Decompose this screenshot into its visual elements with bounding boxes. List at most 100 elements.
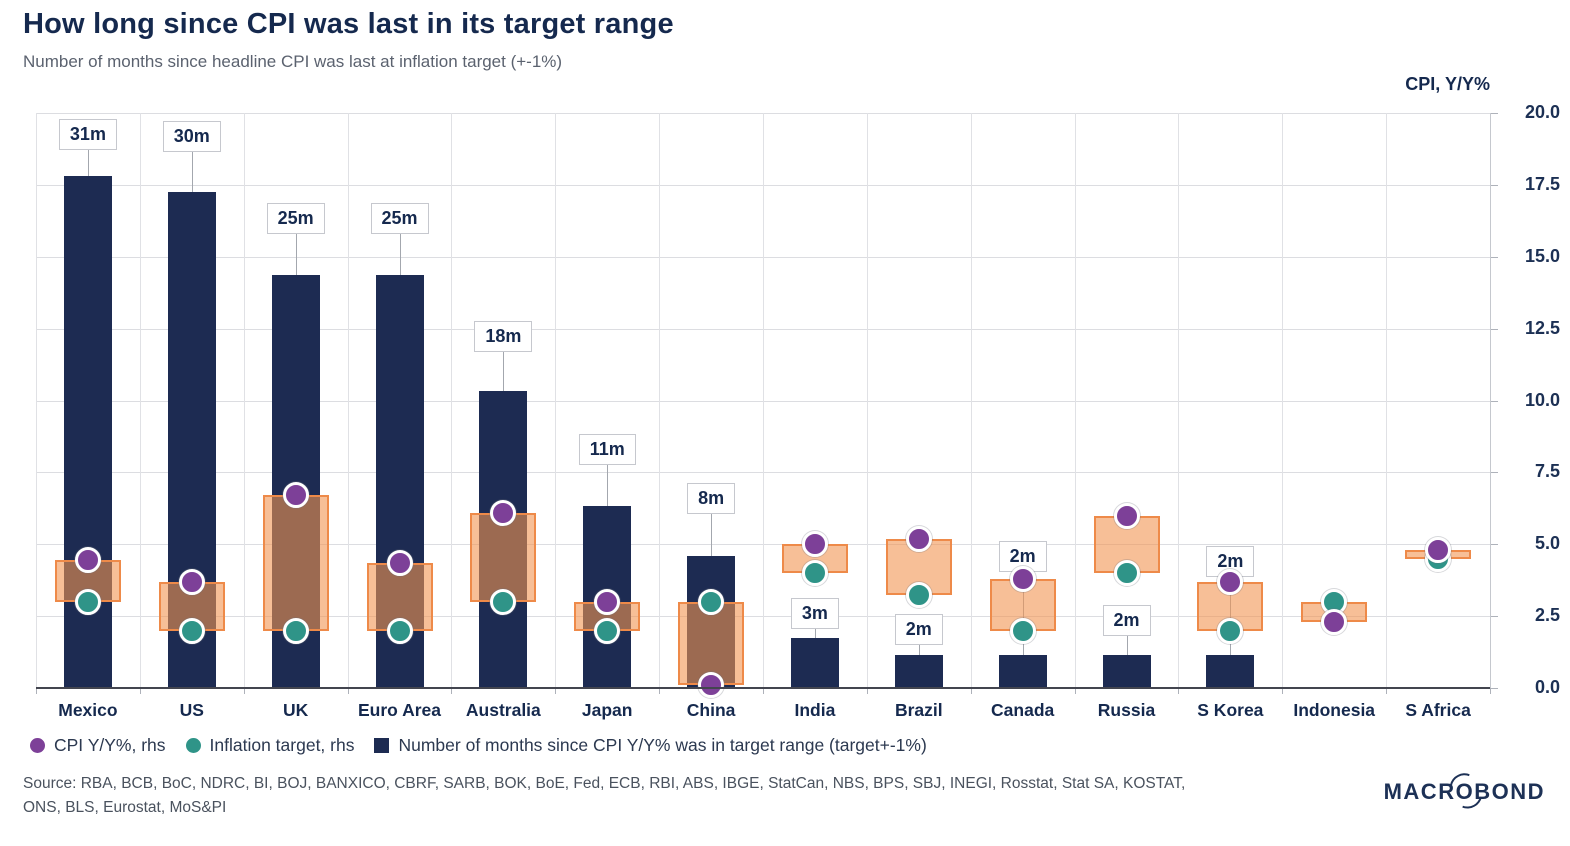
tag-connector-line: [1126, 635, 1128, 655]
inflation-target-dot: [801, 560, 828, 586]
bar-value-tag: 31m: [58, 118, 117, 150]
right-tick-mark: [1490, 256, 1498, 258]
legend-label: CPI Y/Y%, rhs: [54, 735, 166, 755]
x-axis-label: S Korea: [1197, 700, 1264, 720]
y-axis-tick-label: 15.0: [1524, 245, 1560, 266]
gridline-vertical: [243, 113, 245, 688]
months-bar: [790, 638, 839, 688]
inflation-target-dot: [1009, 617, 1036, 644]
x-axis-label: Australia: [465, 700, 541, 720]
right-tick-mark: [1490, 328, 1498, 330]
months-bar: [998, 654, 1047, 688]
x-axis-label: US: [179, 700, 204, 720]
x-axis-tick-mark: [1490, 688, 1491, 694]
months-square-icon: [374, 738, 390, 753]
tag-connector-line: [814, 629, 816, 639]
cpi-dot: [74, 547, 101, 574]
right-tick-mark: [1490, 544, 1498, 546]
gridline-vertical: [763, 113, 764, 688]
bar-value-tag: 11m: [578, 434, 636, 466]
cpi-dot-icon: [30, 738, 45, 753]
x-axis-label: Indonesia: [1293, 700, 1376, 720]
gridline-vertical: [1178, 113, 1180, 688]
right-tick-mark: [1490, 113, 1498, 114]
right-tick-mark: [1490, 400, 1498, 402]
y-axis-tick-label: 12.5: [1524, 317, 1560, 338]
y-axis-tick-label: 10.0: [1524, 389, 1560, 410]
x-axis-tick-mark: [555, 688, 557, 694]
right-tick-mark: [1490, 472, 1498, 474]
legend-item-months: Number of months since CPI Y/Y% was in t…: [374, 735, 927, 756]
bar-value-tag: 3m: [790, 598, 839, 630]
y-axis-tick-label: 7.5: [1534, 461, 1560, 482]
tag-connector-line: [918, 644, 920, 655]
x-axis-tick-mark: [139, 688, 141, 694]
x-axis-tick-mark: [1074, 688, 1076, 694]
x-axis-label: Japan: [581, 700, 633, 720]
right-tick-mark: [1490, 688, 1498, 689]
inflation-target-dot: [74, 588, 101, 615]
legend-item-cpi: CPI Y/Y%, rhs: [30, 735, 166, 756]
gridline-vertical: [1282, 113, 1284, 688]
cpi-dot: [698, 672, 725, 699]
cpi-target-range-box: [262, 495, 329, 631]
bar-value-tag: 30m: [162, 121, 221, 153]
logo-o-ring-icon: O: [1455, 779, 1475, 804]
macrobond-logo: MACR O BOND: [1384, 779, 1545, 805]
x-axis-label: Canada: [991, 700, 1055, 720]
gridline-vertical: [555, 113, 557, 688]
bar-value-tag: 25m: [370, 202, 429, 234]
y-axis-tick-label: 17.5: [1524, 173, 1560, 194]
inflation-target-dot: [594, 617, 621, 644]
months-bar: [894, 654, 943, 688]
x-axis-tick-mark: [1178, 688, 1180, 694]
right-tick-mark: [1490, 184, 1498, 186]
gridline-vertical: [139, 113, 141, 688]
tag-connector-line: [711, 513, 713, 556]
x-axis-tick-mark: [659, 688, 661, 694]
tag-connector-line: [399, 233, 401, 275]
gridline-vertical: [970, 113, 972, 688]
x-axis-tick-mark: [36, 688, 37, 694]
y-axis-tick-label: 0.0: [1534, 677, 1560, 697]
target-dot-icon: [185, 738, 201, 753]
inflation-target-dot: [1113, 560, 1140, 586]
x-axis-tick-mark: [451, 688, 453, 694]
cpi-dot: [1425, 537, 1452, 563]
inflation-target-dot: [178, 617, 205, 644]
right-tick-mark: [1490, 616, 1498, 618]
x-axis-label: China: [686, 700, 736, 720]
tag-connector-line: [87, 149, 89, 176]
y-axis-tick-label: 5.0: [1534, 533, 1560, 554]
x-axis-label: Russia: [1097, 700, 1156, 720]
bar-value-tag: 18m: [474, 320, 533, 352]
logo-text: MACR: [1383, 779, 1456, 804]
x-axis-label: S Africa: [1405, 700, 1471, 720]
gridline-vertical: [866, 113, 868, 688]
gridline-vertical: [347, 113, 349, 688]
cpi-dot: [905, 525, 932, 552]
cpi-dot: [1009, 565, 1036, 592]
logo-text: BOND: [1474, 779, 1545, 804]
x-axis-label: Mexico: [58, 700, 118, 720]
right-axis-title: CPI, Y/Y%: [1405, 74, 1490, 94]
x-axis-tick-mark: [866, 688, 868, 694]
source-text: Source: RBA, BCB, BoC, NDRC, BI, BOJ, BA…: [23, 772, 1185, 821]
tag-connector-line: [295, 233, 297, 275]
inflation-target-dot: [905, 581, 932, 608]
cpi-dot: [178, 568, 205, 595]
x-axis-tick-mark: [347, 688, 349, 694]
x-axis-tick-mark: [763, 688, 764, 694]
tag-connector-line: [607, 465, 609, 507]
inflation-target-dot: [282, 617, 309, 644]
chart-subtitle: Number of months since headline CPI was …: [23, 52, 563, 71]
gridline-vertical: [451, 113, 453, 688]
x-axis-label: UK: [283, 700, 309, 720]
inflation-target-dot: [386, 617, 413, 644]
inflation-target-dot: [698, 588, 725, 615]
cpi-dot: [282, 482, 309, 509]
gridline-vertical: [1386, 113, 1388, 688]
x-axis-tick-mark: [1386, 688, 1388, 694]
